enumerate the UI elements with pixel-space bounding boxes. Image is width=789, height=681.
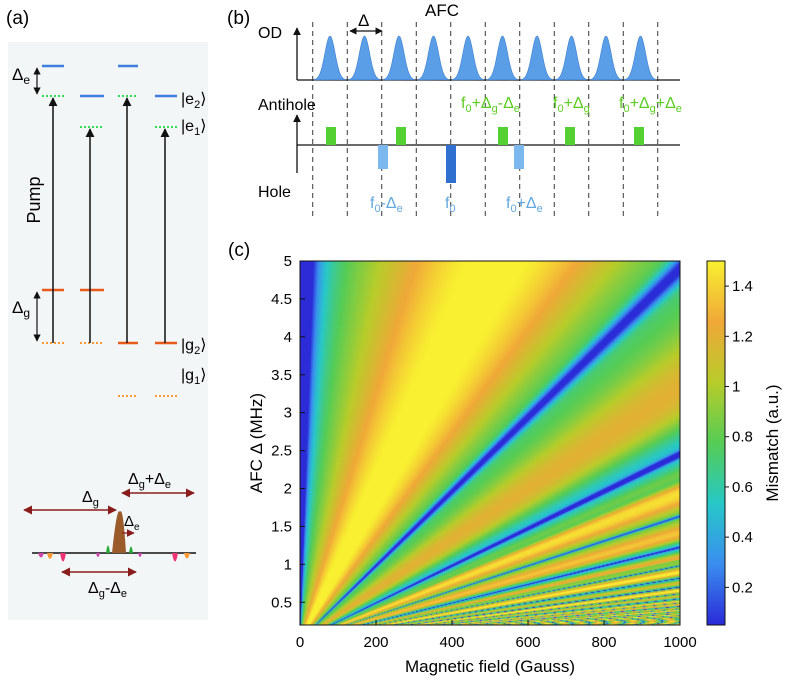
- spectrum-label-de: Δe: [124, 513, 140, 533]
- hole-label: Hole: [258, 184, 291, 201]
- hole-label-f0-minus-e: f0-Δe: [370, 195, 403, 215]
- afc-pulse-6: [486, 35, 519, 81]
- panel-a-background: [8, 42, 208, 620]
- delta-period-label: Δ: [358, 11, 369, 30]
- antihole-2: [396, 127, 406, 145]
- antihole-label: Antihole: [258, 97, 316, 114]
- hole-center: [446, 145, 456, 183]
- y-tick-label-3.5: 3.5: [271, 367, 292, 384]
- dip-6: [172, 553, 178, 562]
- plot-frame: [299, 260, 681, 626]
- spectrum-label-dgme: Δg-Δe: [88, 580, 127, 600]
- delta-e-label: Δe: [12, 65, 30, 87]
- panel-c: (c) 0 200 400 600 800 1000 0.5 1 1.5 2 2.5 3 3.5 4 4.…: [228, 240, 782, 676]
- y-axis-ticks: 0.5 1 1.5 2 2.5 3 3.5 4 4.5 5: [271, 253, 305, 611]
- y-tick-label-1: 1: [284, 556, 292, 573]
- panel-b: (b) OD AFC Δ Antihole Hole f0+Δg-Δe f0+Δ…: [227, 1, 682, 218]
- y-tick-label-2.5: 2.5: [271, 443, 292, 460]
- afc-pulses: [313, 35, 657, 81]
- x-tick-label-0: 0: [296, 634, 304, 651]
- panel-b-label: (b): [227, 8, 250, 29]
- spectrum-label-dg: Δg: [82, 489, 99, 509]
- colorbar-label: Mismatch (a.u.): [763, 384, 782, 501]
- afc-pulse-2: [348, 35, 381, 81]
- afc-pulse-5: [451, 35, 485, 81]
- afc-pulse-4: [417, 35, 450, 81]
- afc-title: AFC: [425, 1, 459, 20]
- y-tick-label-5: 5: [284, 253, 292, 270]
- colorbar-frame: [706, 260, 726, 626]
- x-tick-label-800: 800: [591, 634, 616, 651]
- colorbar-tick-label-1: 1: [732, 379, 740, 396]
- colorbar-tick-label-1.4: 1.4: [732, 278, 753, 295]
- colorbar-ticks: 0.2 0.4 0.6 0.8 1 1.2 1.4: [725, 278, 753, 596]
- y-tick-label-1.5: 1.5: [271, 518, 292, 535]
- y-tick-label-3: 3: [284, 405, 292, 422]
- state-g2-label: |g2⟩: [181, 337, 206, 357]
- hole-label-f0: f0: [445, 195, 456, 215]
- x-axis-ticks: 0 200 400 600 800 1000: [296, 620, 697, 651]
- colorbar-tick-label-0.6: 0.6: [732, 479, 753, 496]
- afc-pulse-1: [313, 35, 347, 81]
- pump-label: Pump: [24, 176, 44, 223]
- afc-pulse-8: [555, 35, 588, 81]
- afc-pulse-9: [589, 35, 623, 81]
- delta-g-label: Δg: [12, 298, 30, 320]
- dip-2: [47, 553, 53, 559]
- x-axis-label: Magnetic field (Gauss): [405, 657, 575, 676]
- dip-3: [60, 553, 66, 562]
- afc-pulse-3: [382, 35, 416, 81]
- heatmap-image: [300, 261, 680, 625]
- central-peak: [112, 511, 126, 553]
- y-axis-label: AFC Δ (MHz): [247, 393, 266, 493]
- afc-pulse-10: [624, 35, 657, 81]
- hole-left: [378, 145, 388, 169]
- panel-c-label: (c): [228, 240, 250, 261]
- colorbar-tick-label-0.2: 0.2: [732, 579, 753, 596]
- antihole-label-fg: f0+Δg: [553, 95, 590, 115]
- dip-1: [38, 553, 44, 558]
- antihole-5: [634, 127, 644, 145]
- y-tick-label-4.5: 4.5: [271, 291, 292, 308]
- od-axis-label: OD: [258, 25, 282, 42]
- peak-green-left: [106, 545, 110, 553]
- colorbar-tick-label-1.2: 1.2: [732, 328, 753, 345]
- x-tick-label-1000: 1000: [663, 634, 696, 651]
- panel-a-label: (a): [6, 8, 29, 29]
- antihole-label-fg-plus-e: f0+Δg+Δe: [619, 95, 682, 115]
- antihole-4: [565, 127, 575, 145]
- afc-pulse-7: [520, 35, 554, 81]
- spectrum-schematic: Δg Δg+Δe Δe Δg-Δe: [23, 471, 196, 600]
- dip-5: [138, 553, 142, 557]
- dip-4: [96, 553, 100, 557]
- state-e2-label: |e2⟩: [181, 91, 206, 111]
- y-tick-label-2: 2: [284, 481, 292, 498]
- heatmap-canvas: [300, 261, 680, 625]
- colorbar: [707, 261, 725, 625]
- spectrum-label-dgpe: Δg+Δe: [128, 471, 171, 491]
- x-tick-label-400: 400: [439, 634, 464, 651]
- state-g1-label: |g1⟩: [181, 367, 206, 387]
- colorbar-canvas: [707, 261, 725, 625]
- y-tick-label-0.5: 0.5: [271, 594, 292, 611]
- antihole-3: [498, 127, 508, 145]
- colorbar-tick-label-0.8: 0.8: [732, 429, 753, 446]
- dip-7: [184, 553, 190, 559]
- state-e1-label: |e1⟩: [181, 118, 206, 138]
- afc-dashed-guides: [312, 22, 659, 218]
- panel-a: (a) Pump Δe Δg |e2⟩ |e1⟩ |g2⟩: [6, 8, 208, 620]
- x-tick-label-200: 200: [363, 634, 388, 651]
- peak-green-right: [129, 546, 133, 553]
- y-tick-label-4: 4: [284, 329, 292, 346]
- colorbar-tick-label-0.4: 0.4: [732, 529, 753, 546]
- hole-label-f0-plus-e: f0+Δe: [506, 195, 543, 215]
- x-tick-label-600: 600: [515, 634, 540, 651]
- antihole-1: [326, 127, 336, 145]
- hole-right: [514, 145, 524, 169]
- antihole-label-fg-minus-e: f0+Δg-Δe: [461, 95, 520, 115]
